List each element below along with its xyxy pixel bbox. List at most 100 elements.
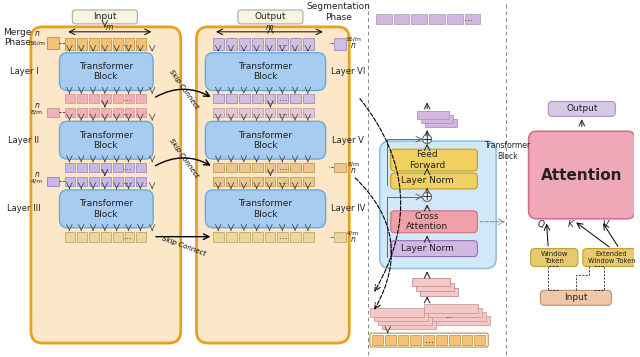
Bar [136, 109, 146, 117]
Text: Window
Token: Window Token [540, 251, 568, 264]
FancyBboxPatch shape [196, 27, 349, 343]
Bar [424, 304, 478, 313]
Text: Skip Connect: Skip Connect [168, 69, 200, 110]
Text: ...: ... [279, 109, 287, 117]
Bar [277, 163, 288, 172]
Bar [264, 109, 275, 117]
Text: 4/m: 4/m [31, 178, 43, 183]
Text: Input: Input [93, 12, 116, 21]
Bar [113, 232, 123, 242]
Bar [335, 232, 346, 242]
Bar [378, 316, 432, 325]
Bar [65, 109, 76, 117]
Text: n: n [351, 166, 356, 175]
Text: n: n [35, 101, 39, 110]
Text: Layer IV: Layer IV [331, 204, 365, 213]
Text: Merge
Phase: Merge Phase [3, 28, 31, 47]
Bar [264, 177, 275, 186]
Text: ...: ... [124, 177, 132, 186]
Text: Skip Connect: Skip Connect [161, 235, 207, 256]
Bar [101, 38, 111, 50]
Text: Output: Output [255, 12, 286, 21]
Bar [252, 109, 262, 117]
Bar [89, 95, 99, 104]
Text: Transformer
Block: Transformer Block [239, 62, 292, 81]
Bar [65, 163, 76, 172]
Bar [290, 109, 301, 117]
Bar [213, 109, 224, 117]
Text: V: V [602, 220, 609, 229]
Bar [374, 312, 428, 321]
FancyBboxPatch shape [31, 27, 180, 343]
Bar [213, 232, 224, 242]
Bar [77, 163, 87, 172]
Bar [239, 95, 250, 104]
Bar [372, 335, 383, 345]
Text: ...: ... [124, 95, 132, 104]
FancyBboxPatch shape [205, 190, 326, 228]
Text: ...: ... [279, 95, 287, 104]
Bar [125, 95, 134, 104]
Text: Transformer
Block: Transformer Block [239, 199, 292, 218]
Text: ...: ... [124, 109, 132, 117]
Text: Layer Norm: Layer Norm [401, 244, 454, 253]
Bar [303, 109, 314, 117]
Bar [290, 163, 301, 172]
Text: Layer II: Layer II [8, 136, 40, 145]
Bar [89, 109, 99, 117]
Text: 4/m: 4/m [347, 230, 359, 235]
FancyBboxPatch shape [205, 53, 326, 91]
Bar [213, 163, 224, 172]
Text: 16/m: 16/m [29, 40, 45, 45]
Text: Layer I: Layer I [10, 67, 38, 76]
Text: ...: ... [279, 39, 287, 48]
Bar [436, 335, 447, 345]
Text: Transformer
Block: Transformer Block [79, 131, 133, 150]
Text: ...: ... [124, 232, 132, 241]
Circle shape [422, 135, 431, 144]
FancyBboxPatch shape [205, 121, 326, 159]
Bar [89, 38, 99, 50]
Bar [101, 232, 111, 242]
Bar [412, 14, 427, 24]
Bar [382, 320, 436, 329]
Bar [77, 232, 87, 242]
Bar [376, 14, 392, 24]
Text: ...: ... [279, 232, 287, 241]
Bar [428, 308, 483, 317]
Bar [264, 38, 275, 50]
Bar [226, 232, 237, 242]
FancyBboxPatch shape [60, 121, 153, 159]
Bar [136, 95, 146, 104]
Bar [226, 109, 237, 117]
Bar [226, 38, 237, 50]
FancyBboxPatch shape [380, 141, 496, 268]
Text: K: K [568, 220, 574, 229]
Text: Input: Input [564, 293, 588, 302]
Bar [77, 177, 87, 186]
Bar [416, 283, 454, 291]
Bar [264, 95, 275, 104]
Text: m: m [266, 23, 273, 32]
Text: Transformer
Block: Transformer Block [239, 131, 292, 150]
FancyBboxPatch shape [60, 190, 153, 228]
Bar [113, 95, 123, 104]
Text: m: m [106, 23, 113, 32]
Bar [65, 95, 76, 104]
Circle shape [422, 192, 431, 201]
Bar [425, 119, 457, 127]
Bar [303, 232, 314, 242]
Bar [385, 335, 396, 345]
Bar [239, 38, 250, 50]
Bar [290, 38, 301, 50]
Bar [290, 232, 301, 242]
Bar [136, 177, 146, 186]
Bar [89, 177, 99, 186]
FancyBboxPatch shape [529, 131, 635, 219]
Text: 8/m: 8/m [31, 110, 43, 115]
Bar [335, 163, 346, 172]
Text: Q: Q [538, 220, 545, 229]
Bar [436, 316, 490, 325]
Bar [101, 177, 111, 186]
Bar [335, 38, 346, 50]
